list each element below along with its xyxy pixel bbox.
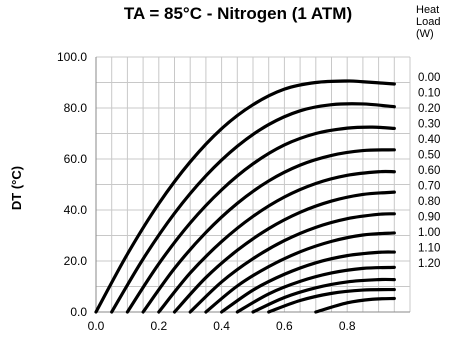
x-tick-label: 0.6 [276, 319, 293, 333]
x-tick-label: 0.2 [150, 319, 167, 333]
y-tick-label: 0.0 [70, 305, 87, 319]
legend-label: 0.40 [418, 134, 440, 146]
legend-label: 0.70 [418, 181, 440, 193]
series-line-1-10 [267, 287, 396, 314]
legend-title-line-2: Load [416, 16, 440, 28]
legend-title: Heat Load (W) [416, 4, 440, 40]
legend: 0.00 0.10 0.20 0.30 0.40 0.50 0.60 0.70 0.80 0.90… [418, 72, 440, 270]
legend-label: 1.20 [418, 258, 440, 270]
legend-label: 0.00 [418, 72, 440, 84]
series-line-1-00 [251, 277, 396, 314]
tick-labels: 0.0 0.2 0.4 0.6 0.8 0.0 20.0 40.0 60.0 80.0 100.0 [57, 50, 356, 333]
y-tick-label: 80.0 [64, 101, 88, 115]
series-line-0-20 [125, 125, 396, 314]
series-line-0-10 [110, 102, 396, 314]
series-lines [94, 79, 396, 314]
series-line-0-30 [141, 148, 396, 314]
legend-label: 0.10 [418, 88, 440, 100]
y-axis-label: DT (°C) [9, 166, 24, 210]
series-line-1-20 [314, 296, 396, 314]
legend-title-line-3: (W) [416, 28, 434, 40]
series-line-0-50 [172, 190, 396, 314]
legend-label: 0.20 [418, 103, 440, 115]
legend-label: 0.90 [418, 212, 440, 224]
x-tick-label: 0.4 [213, 319, 230, 333]
legend-label: 0.60 [418, 165, 440, 177]
series-line-0-70 [204, 231, 396, 314]
series-line-0-60 [188, 212, 396, 314]
series-line-0-40 [157, 169, 396, 314]
series-line-0-00 [94, 79, 396, 314]
chart-title: TA = 85°C - Nitrogen (1 ATM) [124, 4, 352, 23]
legend-label: 0.30 [418, 119, 440, 131]
series-line-0-90 [235, 265, 396, 314]
legend-title-line-1: Heat [416, 4, 439, 16]
x-tick-label: 0.8 [339, 319, 356, 333]
x-tick-label: 0.0 [88, 319, 105, 333]
grid [95, 56, 411, 313]
series-line-0-80 [220, 250, 396, 314]
legend-label: 1.10 [418, 243, 440, 255]
legend-label: 1.00 [418, 227, 440, 239]
y-tick-label: 40.0 [64, 203, 88, 217]
legend-label: 0.80 [418, 196, 440, 208]
y-tick-label: 60.0 [64, 152, 88, 166]
y-tick-label: 100.0 [57, 50, 87, 64]
legend-label: 0.50 [418, 150, 440, 162]
y-tick-label: 20.0 [64, 254, 88, 268]
